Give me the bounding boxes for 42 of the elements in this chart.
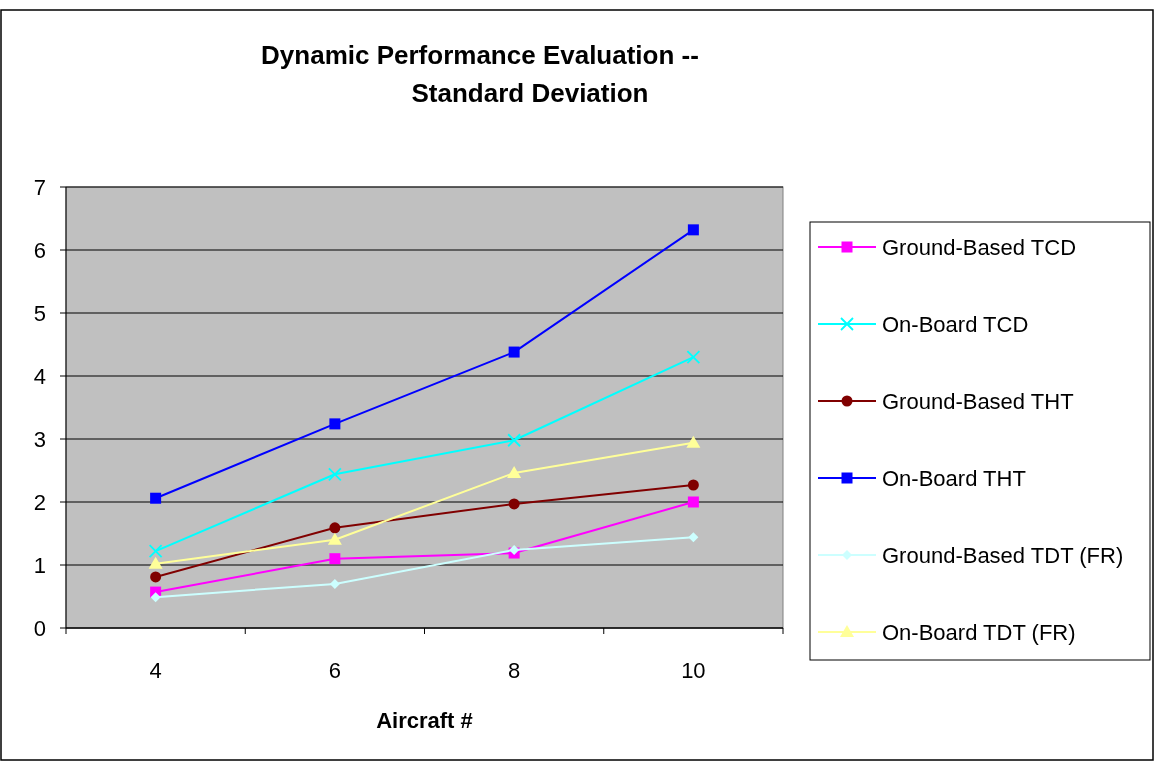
point [150, 571, 162, 583]
point [509, 544, 520, 555]
point [507, 433, 522, 448]
y-tick-label: 3 [33, 426, 46, 452]
x-tick-label: 10 [681, 658, 706, 683]
point [150, 592, 161, 603]
point [329, 578, 340, 589]
legend-label: Ground-Based TDT (FR) [882, 542, 1124, 568]
point [148, 556, 163, 569]
y-tick-label: 5 [33, 300, 46, 326]
point [329, 522, 341, 534]
x-axis-title: Aircraft # [376, 708, 473, 733]
legend-label: Ground-Based THT [882, 388, 1074, 414]
legend-label: On-Board TDT (FR) [882, 619, 1076, 645]
y-tick-label: 4 [33, 363, 46, 389]
x-tick-label: 8 [508, 658, 521, 683]
point [688, 532, 699, 543]
legend-label: Ground-Based TCD [882, 234, 1077, 260]
point [327, 467, 342, 482]
legend-label: On-Board THT [882, 465, 1026, 491]
point [686, 350, 701, 364]
point [148, 544, 163, 559]
y-tick-label: 1 [33, 552, 46, 578]
point [508, 498, 520, 510]
legend-label: On-Board TCD [882, 311, 1029, 337]
x-tick-label: 6 [328, 658, 341, 683]
chart-title: Dynamic Performance Evaluation -- Standard Deviation [261, 40, 699, 108]
point [329, 418, 341, 430]
point [687, 479, 699, 491]
y-tick-label: 6 [33, 237, 46, 263]
x-tick-label: 4 [149, 658, 162, 683]
point [507, 466, 522, 479]
y-tick-label: 2 [33, 489, 46, 515]
point [329, 553, 341, 565]
point [687, 496, 699, 508]
y-tick-label: 7 [33, 174, 46, 200]
point [686, 435, 701, 448]
y-tick-label: 0 [33, 615, 46, 641]
point [327, 532, 342, 545]
point [150, 492, 162, 504]
point [687, 224, 699, 236]
point [508, 346, 520, 358]
